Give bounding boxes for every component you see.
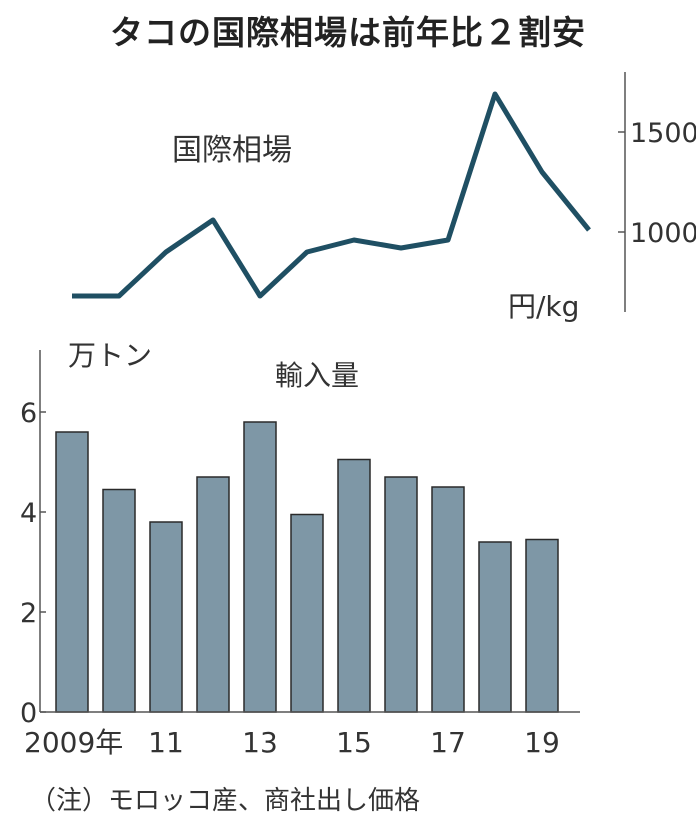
price-series-line <box>72 91 591 299</box>
bar-x-tick-label: 13 <box>242 726 278 759</box>
bar-2015 <box>337 458 371 713</box>
bar-2016 <box>384 476 418 713</box>
bar-y-tick-label: 6 <box>20 398 37 429</box>
line-y-tick-label: 1000 <box>630 218 696 249</box>
bar-series-label: 輸入量 <box>275 359 359 392</box>
bar-x-tick-label: 15 <box>336 726 372 759</box>
bar-x-tick-label: 17 <box>430 726 466 759</box>
bar-y-tick-label: 4 <box>20 498 37 529</box>
bar-2009 <box>55 431 89 713</box>
bar-x-labels: 2009年 11 13 15 17 19 <box>24 726 560 759</box>
bar-2011 <box>149 521 183 713</box>
import-bar-chart: 万トン 輸入量 0 2 4 6 2009年 11 13 15 17 19 <box>20 339 580 759</box>
bar-2017 <box>431 486 465 713</box>
bar-2013 <box>243 421 277 713</box>
line-unit-label: 円/kg <box>508 290 579 323</box>
bar-2010 <box>102 488 136 713</box>
bar-unit-label: 万トン <box>68 339 152 372</box>
line-series-label: 国際相場 <box>172 133 292 168</box>
line-y-ticks: 1000 1500 <box>618 118 696 249</box>
bar-y-ticks: 0 2 4 6 <box>20 398 46 729</box>
bar-2019 <box>525 538 559 713</box>
line-y-tick-label: 1500 <box>630 118 696 149</box>
bar-2018 <box>478 541 512 713</box>
chart-title: タコの国際相場は前年比２割安 <box>110 13 586 52</box>
bar-2012 <box>196 476 230 713</box>
bar-x-tick-label: 2009年 <box>24 726 123 759</box>
price-line-chart: 国際相場 1000 1500 円/kg <box>71 72 696 323</box>
bar-y-tick-label: 2 <box>20 598 37 629</box>
bar-x-tick-label: 19 <box>524 726 560 759</box>
bar-y-tick-label: 0 <box>20 698 37 729</box>
bar-x-tick-label: 11 <box>148 726 184 759</box>
source-note: （注）モロッコ産、商社出し価格 <box>30 786 421 816</box>
bar-2014 <box>290 513 324 713</box>
bars <box>55 421 559 713</box>
